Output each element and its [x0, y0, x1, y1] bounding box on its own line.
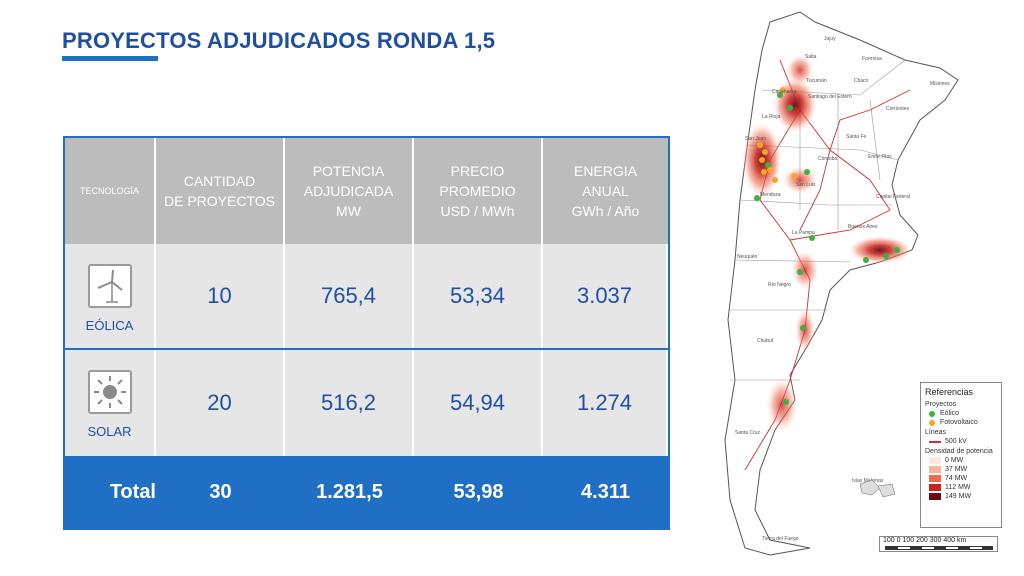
svg-text:Salta: Salta [805, 54, 817, 60]
potencia-value: 765,4 [285, 244, 414, 348]
legend-density-2: 74 MW [925, 475, 997, 482]
legend-fotovoltaico: Fotovoltaico [925, 419, 997, 426]
legend-density-3: 112 MW [925, 484, 997, 491]
svg-text:Catamarca: Catamarca [772, 89, 797, 95]
legend-eolico: Eólico [925, 410, 997, 417]
tech-label: EÓLICA [85, 318, 134, 333]
title-underline [62, 56, 158, 61]
svg-text:Mendoza: Mendoza [760, 192, 781, 198]
swatch-icon [929, 457, 941, 464]
scale-labels: 100 0 100 200 300 400 km [883, 537, 967, 544]
energia-value: 1.274 [543, 350, 668, 456]
total-label: Total [109, 480, 156, 503]
cantidad-value: 10 [156, 244, 285, 348]
svg-text:Formosa: Formosa [862, 56, 882, 62]
map-legend: Referencias Proyectos Eólico Fotovoltaic… [920, 382, 1002, 528]
svg-text:Capital Federal: Capital Federal [876, 194, 910, 200]
tech-label: SOLAR [87, 424, 132, 439]
sun-icon [87, 370, 132, 414]
svg-text:Tierra del Fuego: Tierra del Fuego [762, 536, 799, 542]
eolico-projects [754, 92, 900, 405]
legend-title: Referencias [925, 387, 974, 397]
header-energia: ENERGIA ANUAL GWh / Año [543, 138, 668, 244]
legend-line-500kv: 500 kV [925, 438, 997, 445]
fotovoltaico-dot-icon [929, 419, 935, 426]
svg-text:San Luis: San Luis [796, 182, 816, 188]
wind-turbine-icon [87, 264, 132, 308]
legend-density-1: 37 MW [925, 466, 997, 473]
swatch-icon [929, 493, 941, 500]
legend-density-0: 0 MW [925, 457, 997, 464]
svg-text:Tucumán: Tucumán [806, 78, 827, 84]
legend-density-4: 149 MW [925, 493, 997, 500]
density-hotspot-santacruz [766, 377, 798, 433]
tech-cell-solar: SOLAR [65, 350, 156, 456]
table-total-row: Total 30 1.281,5 53,98 4.311 [65, 456, 668, 528]
density-hotspot-rionegro [791, 250, 819, 290]
country-outline [724, 11, 959, 556]
projects-table: TECNOLOGÍA CANTIDAD DE PROYECTOS POTENCIA… [63, 136, 670, 530]
line-icon [929, 440, 941, 443]
scale-bar-graphic [885, 546, 993, 550]
swatch-icon [929, 466, 941, 473]
density-hotspot-salta [786, 54, 814, 86]
svg-text:La Rioja: La Rioja [762, 114, 781, 120]
precio-value: 53,34 [414, 244, 543, 348]
table-row-eolica: EÓLICA 10 765,4 53,34 3.037 [65, 244, 668, 350]
header-potencia: POTENCIA ADJUDICADA MW [285, 138, 414, 244]
svg-text:Misiones: Misiones [930, 81, 950, 87]
energia-value: 3.037 [543, 244, 668, 348]
svg-text:Islas Malvinas: Islas Malvinas [852, 478, 884, 484]
svg-text:Entre Ríos: Entre Ríos [868, 154, 892, 160]
density-hotspot-buenosaires [848, 236, 912, 264]
province-labels: Jujuy Salta Formosa Chaco Misiones Tucum… [735, 36, 950, 542]
swatch-icon [929, 475, 941, 482]
density-hotspot-catamarca [773, 77, 817, 133]
total-energia: 4.311 [581, 480, 630, 503]
svg-text:Buenos Aires: Buenos Aires [848, 224, 878, 230]
fotovoltaico-projects [757, 87, 797, 183]
svg-text:Córdoba: Córdoba [818, 156, 837, 162]
svg-text:Santa Cruz: Santa Cruz [735, 430, 761, 436]
legend-proyectos-label: Proyectos [925, 401, 957, 408]
total-precio: 53,98 [453, 480, 504, 503]
malvinas-islands [859, 479, 896, 498]
svg-text:Neuquén: Neuquén [737, 254, 758, 260]
eolico-dot-icon [929, 410, 935, 417]
svg-text:Chaco: Chaco [854, 78, 869, 84]
total-cantidad: 30 [209, 480, 232, 503]
header-tecnologia: TECNOLOGÍA [65, 138, 156, 244]
table-header-row: TECNOLOGÍA CANTIDAD DE PROYECTOS POTENCIA… [65, 138, 668, 244]
page-title: PROYECTOS ADJUDICADOS RONDA 1,5 [62, 28, 496, 53]
svg-text:Chubut: Chubut [757, 338, 774, 344]
svg-text:Santiago del Estero: Santiago del Estero [808, 94, 852, 100]
cantidad-value: 20 [156, 350, 285, 456]
precio-value: 54,94 [414, 350, 543, 456]
density-hotspot-cordoba [782, 166, 818, 194]
svg-text:La Pampa: La Pampa [792, 230, 815, 236]
svg-text:Jujuy: Jujuy [824, 36, 836, 42]
argentina-map: Jujuy Salta Formosa Chaco Misiones Tucum… [724, 11, 959, 556]
potencia-value: 516,2 [285, 350, 414, 456]
total-potencia: 1.281,5 [316, 480, 383, 503]
tech-cell-eolica: EÓLICA [65, 244, 156, 348]
svg-text:Río Negro: Río Negro [768, 282, 791, 288]
legend-lineas-label: Líneas [925, 429, 947, 436]
table-row-solar: SOLAR 20 516,2 54,94 1.274 [65, 350, 668, 456]
svg-text:Corrientes: Corrientes [886, 106, 910, 112]
swatch-icon [929, 484, 941, 491]
header-cantidad: CANTIDAD DE PROYECTOS [156, 138, 285, 244]
legend-densidad-label: Densidad de potencia [925, 448, 993, 455]
svg-text:Santa Fe: Santa Fe [846, 134, 867, 140]
svg-text:San Juan: San Juan [745, 136, 766, 142]
map-scale-bar: 100 0 100 200 300 400 km [879, 536, 998, 552]
header-precio: PRECIO PROMEDIO USD / MWh [414, 138, 543, 244]
